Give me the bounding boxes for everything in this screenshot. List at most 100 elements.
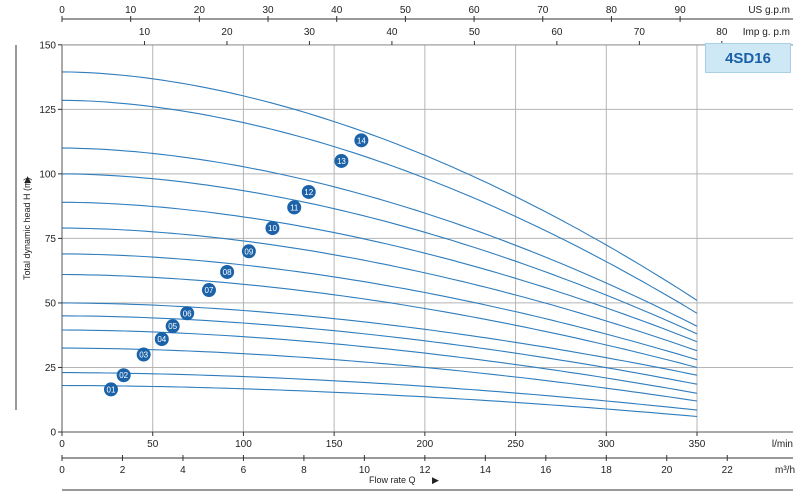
curve-marker-10 [265,221,280,236]
imp-gpm-tick-label: 30 [304,27,316,38]
us-gpm-tick-label: 20 [194,5,206,16]
m3h-tick-label: 6 [241,465,247,476]
curve-12 [62,147,698,327]
lmin-unit-label: l/min [772,439,793,450]
imp-gpm-tick-label: 40 [386,27,398,38]
curve-marker-04 [154,332,169,347]
imp-gpm-tick-label: 60 [551,27,563,38]
m3h-tick-label: 12 [419,465,431,476]
us-gpm-tick-label: 70 [537,5,549,16]
curve-marker-07 [201,283,216,298]
y-tick-label: 150 [39,40,56,51]
y-tick-label: 125 [39,105,56,116]
us-gpm-tick-label: 10 [125,5,137,16]
lmin-tick-label: 300 [598,439,615,450]
imp-gpm-tick-label: 20 [221,27,233,38]
curve-marker-11 [287,200,302,215]
m3h-tick-label: 8 [301,465,307,476]
us-gpm-unit-label: US g.p.m [748,5,790,16]
lmin-tick-label: 0 [59,439,65,450]
curve-marker-label-02: 02 [119,371,128,380]
us-gpm-tick-label: 0 [59,5,65,16]
model-label: 4SD16 [705,43,791,73]
curve-10 [62,201,698,343]
m3h-tick-label: 10 [359,465,371,476]
lmin-tick-label: 150 [326,439,343,450]
curve-marker-label-01: 01 [107,385,116,394]
lmin-tick-label: 350 [689,439,706,450]
curve-marker-06 [180,306,195,321]
us-gpm-tick-label: 50 [400,5,412,16]
curve-marker-label-09: 09 [244,247,253,256]
y-tick-label: 0 [50,428,56,439]
m3h-unit-label: m³/h [775,465,795,476]
curve-marker-label-07: 07 [205,286,214,295]
imp-gpm-tick-label: 80 [716,27,728,38]
curve-marker-label-05: 05 [168,322,177,331]
m3h-tick-label: 16 [540,465,552,476]
lmin-tick-label: 100 [235,439,252,450]
us-gpm-tick-label: 30 [262,5,274,16]
curve-14 [61,71,698,301]
curve-13 [61,99,698,314]
imp-gpm-tick-label: 10 [139,27,151,38]
m3h-tick-label: 2 [120,465,126,476]
curve-marker-08 [220,264,235,279]
curve-marker-09 [241,244,256,259]
curve-06 [61,302,698,376]
curve-01 [61,384,698,418]
x-axis-label: Flow rate Q [369,475,416,485]
curve-marker-05 [165,319,180,334]
imp-gpm-unit-label: Imp g. p.m [743,27,790,38]
curve-marker-label-04: 04 [157,335,166,344]
curve-marker-label-08: 08 [223,268,232,277]
curve-marker-label-14: 14 [357,136,366,145]
imp-gpm-tick-label: 50 [469,27,481,38]
curve-marker-label-06: 06 [183,309,192,318]
curve-marker-12 [301,184,316,199]
curve-08 [62,253,698,361]
curve-11 [62,173,698,335]
y-axis-label: Total dynamic head H (m) [22,177,32,280]
us-gpm-tick-label: 90 [675,5,687,16]
curve-04 [61,329,698,394]
curve-marker-02 [116,368,131,383]
curve-05 [61,315,698,385]
curve-marker-label-10: 10 [268,224,277,233]
curve-marker-14 [354,133,369,148]
x-axis-arrow-icon: ▶ [432,475,439,485]
y-tick-label: 100 [39,169,56,180]
lmin-tick-label: 200 [417,439,434,450]
curve-marker-label-12: 12 [304,188,313,197]
curve-marker-03 [136,347,151,362]
performance-curves [61,71,698,418]
curve-03 [62,347,698,402]
curve-marker-label-03: 03 [139,351,148,360]
m3h-tick-label: 18 [601,465,613,476]
curve-marker-13 [334,153,349,168]
curve-marker-01 [103,382,118,397]
m3h-tick-label: 0 [59,465,65,476]
us-gpm-tick-label: 40 [331,5,343,16]
y-axis-arrow-icon: ▶ [22,176,32,183]
us-gpm-tick-label: 80 [606,5,618,16]
curve-02 [62,372,698,411]
curve-07 [61,273,698,369]
curve-09 [62,227,698,352]
m3h-tick-label: 20 [661,465,673,476]
y-tick-label: 25 [45,363,57,374]
curve-marker-label-11: 11 [290,203,299,212]
imp-gpm-tick-label: 70 [634,27,646,38]
m3h-tick-label: 4 [180,465,186,476]
y-tick-label: 50 [45,298,57,309]
curve-marker-label-13: 13 [337,157,346,166]
us-gpm-tick-label: 60 [469,5,481,16]
y-tick-label: 75 [45,234,57,245]
m3h-tick-label: 14 [480,465,492,476]
lmin-tick-label: 250 [507,439,524,450]
lmin-tick-label: 50 [147,439,159,450]
m3h-tick-label: 22 [722,465,734,476]
